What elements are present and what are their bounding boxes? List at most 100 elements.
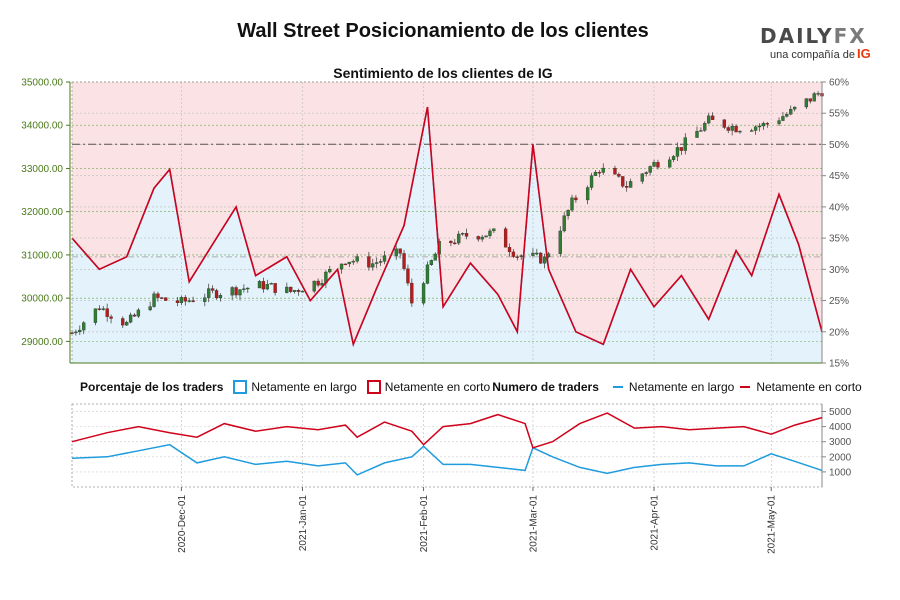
candle-body bbox=[234, 287, 238, 296]
candle-body bbox=[449, 240, 453, 244]
candle-body bbox=[710, 115, 715, 120]
candle-body bbox=[402, 253, 406, 269]
candle-body bbox=[589, 175, 594, 188]
legend-pct-short: Netamente en corto bbox=[384, 380, 491, 394]
price-tick-label: 30000.00 bbox=[21, 294, 63, 305]
candle-body bbox=[339, 263, 344, 270]
candle-body bbox=[484, 235, 488, 238]
candle-body bbox=[296, 290, 301, 292]
candle-body bbox=[148, 306, 152, 311]
candle-body bbox=[460, 233, 465, 235]
candle-body bbox=[531, 252, 535, 256]
candle-body bbox=[371, 263, 375, 268]
count-tick-label: 2000 bbox=[829, 452, 852, 463]
candle-body bbox=[804, 98, 809, 108]
candle-body bbox=[453, 242, 457, 245]
pct-tick-label: 15% bbox=[829, 359, 849, 370]
candle-body bbox=[488, 230, 492, 236]
candle-body bbox=[410, 282, 414, 304]
candle-body bbox=[289, 286, 293, 292]
candle-body bbox=[136, 309, 141, 317]
candle-body bbox=[78, 329, 82, 333]
candle-body bbox=[628, 181, 633, 188]
candle-body bbox=[789, 108, 793, 115]
candle-body bbox=[675, 147, 680, 157]
candle-body bbox=[722, 119, 726, 128]
candle-body bbox=[679, 147, 684, 151]
candle-body bbox=[238, 289, 242, 296]
candle-body bbox=[398, 248, 402, 254]
candle-body bbox=[367, 256, 371, 268]
count-tick-label: 5000 bbox=[829, 407, 852, 418]
pct-tick-label: 55% bbox=[829, 109, 849, 120]
candle-body bbox=[644, 172, 648, 174]
candle-body bbox=[777, 120, 781, 124]
pct-tick-label: 25% bbox=[829, 296, 849, 307]
candle-body bbox=[562, 215, 566, 232]
price-tick-label: 31000.00 bbox=[21, 250, 63, 261]
candle-body bbox=[375, 262, 379, 264]
candle-body bbox=[160, 297, 164, 299]
candle-body bbox=[97, 308, 101, 310]
candle-body bbox=[293, 290, 297, 292]
candle-body bbox=[464, 233, 469, 237]
candle-body bbox=[699, 130, 703, 132]
pct-short-line bbox=[71, 106, 823, 347]
candle-body bbox=[597, 172, 601, 174]
logo-tagline: una compañía de IG bbox=[770, 46, 871, 61]
candle-body bbox=[246, 287, 250, 290]
pct-tick-label: 40% bbox=[829, 202, 849, 213]
legend-num-long: Netamente en largo bbox=[628, 380, 735, 394]
candle-body bbox=[695, 131, 699, 138]
candle-body bbox=[753, 126, 758, 131]
candle-body bbox=[593, 172, 598, 176]
candle-body bbox=[652, 162, 656, 167]
candle-body bbox=[121, 318, 125, 326]
candle-body bbox=[492, 228, 496, 232]
pct-tick-label: 30% bbox=[829, 265, 849, 276]
date-tick-label: 2021-Mar-01 bbox=[528, 495, 539, 553]
candle-body bbox=[257, 281, 262, 289]
short-swatch bbox=[366, 380, 381, 394]
candle-body bbox=[519, 255, 523, 257]
candle-body bbox=[476, 236, 480, 240]
legend-pct-long: Netamente en largo bbox=[251, 380, 357, 394]
legend-num-title: Numero de traders bbox=[492, 380, 599, 394]
candle-body bbox=[183, 297, 187, 302]
candle-body bbox=[734, 125, 738, 133]
long-line-swatch bbox=[612, 386, 623, 388]
ig-logo: IG bbox=[857, 46, 871, 61]
candle-body bbox=[750, 130, 754, 132]
candle-body bbox=[558, 230, 562, 254]
candle-body bbox=[406, 268, 410, 284]
candle-body bbox=[781, 116, 785, 121]
count-long-line bbox=[71, 443, 823, 476]
candle-body bbox=[152, 293, 156, 307]
candle-body bbox=[109, 316, 113, 319]
price-tick-label: 29000.00 bbox=[21, 337, 63, 348]
candle-body bbox=[105, 308, 109, 317]
candle-body bbox=[570, 197, 574, 211]
candle-body bbox=[515, 256, 519, 258]
candle-body bbox=[343, 263, 348, 266]
candle-body bbox=[261, 281, 266, 290]
candle-body bbox=[429, 260, 434, 265]
candle-body bbox=[300, 290, 305, 293]
candle-body bbox=[816, 93, 820, 95]
candle-body bbox=[707, 115, 711, 124]
candle-body bbox=[316, 280, 320, 286]
date-tick-label: 2020-Dec-01 bbox=[177, 495, 188, 553]
candle-body bbox=[812, 93, 816, 102]
candle-body bbox=[726, 127, 730, 131]
candle-body bbox=[617, 174, 621, 177]
candle-body bbox=[703, 122, 707, 131]
candle-body bbox=[242, 288, 246, 290]
candle-body bbox=[179, 297, 184, 303]
legend-percent: Porcentaje de los traders Netamente en l… bbox=[80, 380, 862, 394]
candle-body bbox=[328, 269, 332, 273]
candle-body bbox=[761, 123, 766, 127]
candle-body bbox=[625, 186, 629, 188]
date-tick-label: 2021-May-01 bbox=[767, 495, 778, 554]
pct-tick-label: 50% bbox=[829, 140, 849, 151]
